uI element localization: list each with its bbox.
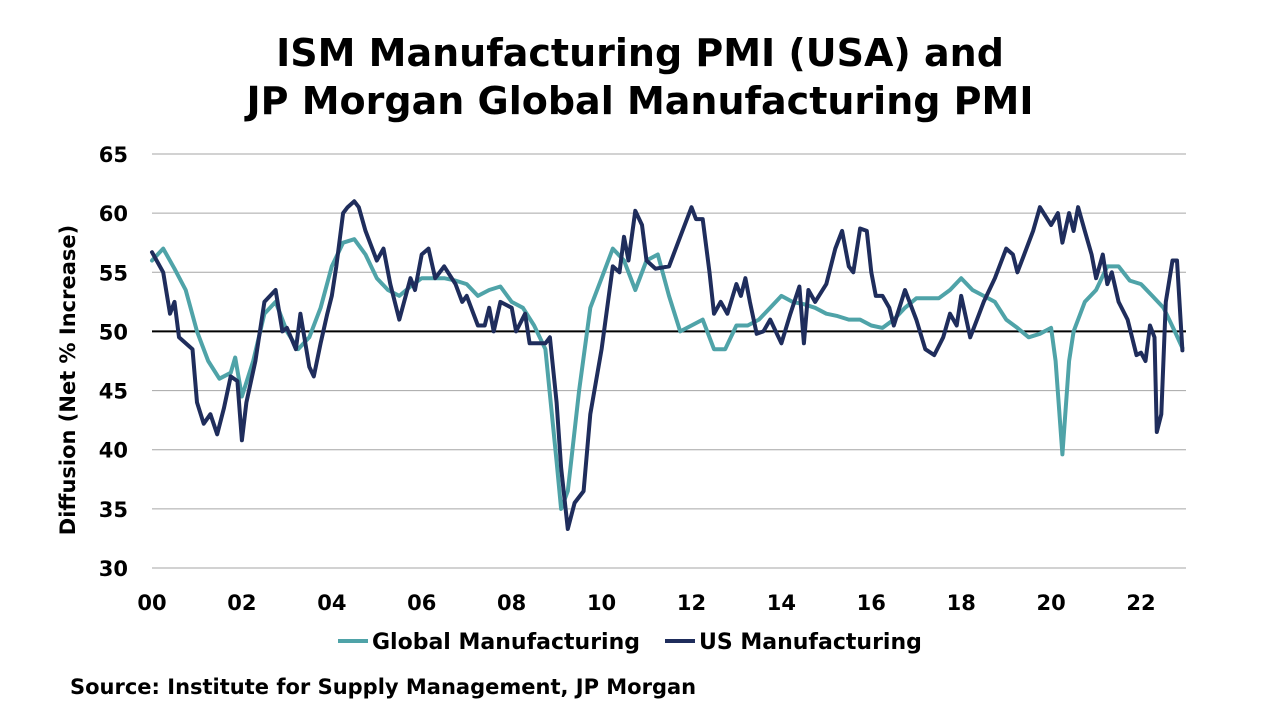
y-tick-label: 35 <box>99 498 128 522</box>
legend-label-global: Global Manufacturing <box>372 630 640 655</box>
chart-title-line2: JP Morgan Global Manufacturing PMI <box>244 79 1034 123</box>
y-tick-label: 30 <box>99 557 128 581</box>
series-line-us-manufacturing <box>150 199 1185 531</box>
series-line-global-manufacturing <box>150 237 1185 511</box>
x-tick-labels: 00 02 04 06 08 10 12 14 16 18 20 22 <box>137 591 1155 615</box>
y-tick-labels: 30 35 40 45 50 55 60 65 <box>99 143 128 581</box>
y-tick-label: 50 <box>99 320 128 344</box>
y-tick-label: 55 <box>99 261 128 285</box>
x-tick-label: 00 <box>137 591 166 615</box>
y-axis-label: Diffusion (Net % Increase) <box>56 225 80 535</box>
x-tick-label: 08 <box>497 591 526 615</box>
y-tick-label: 40 <box>99 439 128 463</box>
chart-title-line1: ISM Manufacturing PMI (USA) and <box>276 31 1004 75</box>
y-tick-label: 60 <box>99 202 128 226</box>
legend: Global Manufacturing US Manufacturing <box>338 630 922 655</box>
legend-label-us: US Manufacturing <box>699 630 922 655</box>
x-tick-label: 20 <box>1037 591 1066 615</box>
source-note: Source: Institute for Supply Management,… <box>70 675 696 699</box>
x-tick-label: 04 <box>317 591 346 615</box>
x-tick-label: 02 <box>227 591 256 615</box>
y-tick-label: 45 <box>99 380 128 404</box>
x-tick-label: 18 <box>947 591 976 615</box>
x-tick-label: 16 <box>857 591 886 615</box>
x-tick-label: 10 <box>587 591 616 615</box>
y-tick-label: 65 <box>99 143 128 167</box>
x-tick-label: 22 <box>1126 591 1155 615</box>
series-lines <box>150 199 1185 531</box>
x-tick-label: 12 <box>677 591 706 615</box>
x-tick-label: 06 <box>407 591 436 615</box>
x-tick-label: 14 <box>767 591 796 615</box>
